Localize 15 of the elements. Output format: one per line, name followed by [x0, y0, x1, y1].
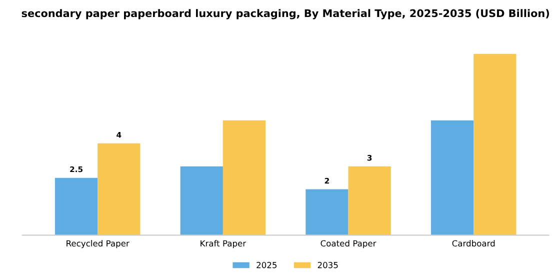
bar — [348, 166, 391, 236]
bar — [306, 189, 348, 236]
bar — [430, 120, 474, 236]
bar — [54, 178, 98, 236]
x-tick-label: Cardboard — [452, 240, 495, 247]
bar — [474, 54, 516, 236]
legend-label: 2025 — [256, 262, 277, 268]
x-tick-label: Coated Paper — [320, 240, 376, 248]
bar — [222, 120, 266, 236]
x-tick-label: Recycled Paper — [66, 240, 130, 248]
legend-label: 2035 — [318, 262, 338, 268]
chart-title: secondary paper paperboard luxury packaging, By Material Type, 2025-2035 (USD Billion) — [22, 9, 549, 20]
bar — [180, 166, 223, 236]
bar — [98, 143, 140, 236]
x-tick-label: Kraft Paper — [200, 240, 246, 248]
